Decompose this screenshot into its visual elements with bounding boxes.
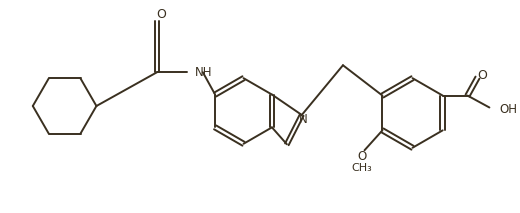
- Text: OH: OH: [499, 103, 517, 116]
- Text: O: O: [357, 150, 366, 163]
- Text: O: O: [156, 8, 166, 21]
- Text: NH: NH: [195, 66, 212, 79]
- Text: O: O: [477, 69, 487, 82]
- Text: CH₃: CH₃: [351, 163, 372, 173]
- Text: N: N: [298, 113, 307, 127]
